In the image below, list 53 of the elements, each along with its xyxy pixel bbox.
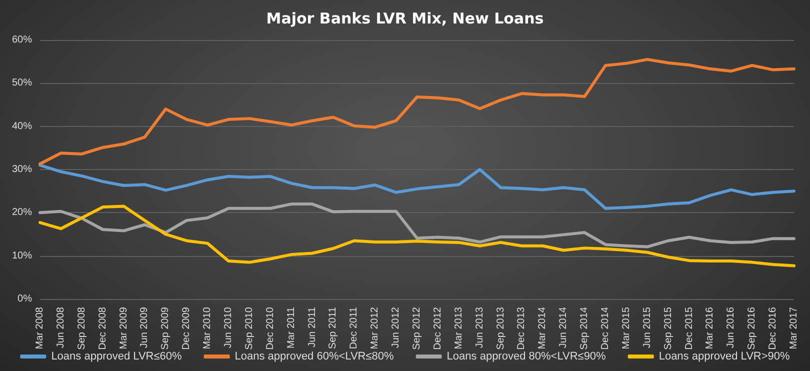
x-tick-label: Mar 2012 — [370, 306, 381, 350]
legend-label: Loans approved LVR≤60% — [51, 350, 182, 362]
legend-label: Loans approved 80%<LVR≤90% — [446, 350, 606, 362]
line-series — [38, 202, 796, 248]
y-tick-label: 20% — [12, 207, 32, 218]
x-tick-label: Sep 2010 — [244, 306, 255, 350]
x-tick-label: Jun 2015 — [642, 306, 653, 348]
x-tick-label: Mar 2008 — [34, 306, 46, 350]
x-tick-label: Jun 2014 — [558, 306, 570, 348]
y-tick-label: 60% — [12, 34, 32, 46]
x-tick-label: Jun 2016 — [726, 306, 737, 348]
x-tick-label: Mar 2010 — [202, 306, 214, 350]
x-tick-label: Jun 2008 — [55, 306, 66, 348]
y-tick-label: 10% — [12, 250, 32, 262]
line-series — [38, 58, 796, 166]
x-tick-label: Mar 2013 — [453, 306, 464, 350]
x-tick-label: Dec 2012 — [432, 306, 444, 350]
chart-title: Major Banks LVR Mix, New Loans — [266, 10, 544, 28]
x-tick-label: Dec 2014 — [600, 306, 611, 350]
x-tick-label: Sep 2008 — [76, 306, 88, 350]
x-tick-label: Jun 2012 — [390, 306, 402, 348]
legend-label: Loans approved LVR>90% — [658, 350, 790, 362]
x-tick-label: Sep 2012 — [412, 306, 422, 350]
y-tick-label: 40% — [12, 120, 32, 132]
x-tick-label: Mar 2011 — [286, 306, 297, 349]
x-tick-label: Sep 2015 — [662, 306, 674, 350]
x-tick-label: Sep 2013 — [495, 306, 506, 350]
x-tick-label: Mar 2016 — [704, 306, 716, 350]
y-tick-label: 30% — [12, 164, 32, 175]
x-tick-label: Jun 2009 — [139, 306, 150, 348]
x-tick-label: Sep 2016 — [746, 306, 758, 350]
x-tick-label: Dec 2011 — [348, 306, 360, 350]
x-tick-label: Jun 2013 — [474, 306, 486, 348]
x-tick-label: Jun 2010 — [223, 306, 234, 348]
x-tick-label: Mar 2014 — [537, 306, 548, 350]
x-tick-label: Dec 2008 — [97, 306, 108, 350]
legend-label: Loans approved 60%<LVR≤80% — [234, 350, 394, 362]
y-tick-label: 50% — [12, 78, 32, 89]
x-tick-label: Mar 2017 — [788, 306, 800, 350]
x-tick-label: Sep 2011 — [328, 306, 339, 350]
x-tick-label: Mar 2009 — [118, 306, 130, 350]
line-series — [38, 164, 796, 210]
y-tick-label: 0% — [18, 294, 32, 304]
x-tick-label: Dec 2010 — [264, 306, 276, 350]
x-tick-label: Mar 2015 — [620, 306, 632, 350]
x-tick-label: Dec 2013 — [516, 306, 528, 350]
x-tick-label: Sep 2009 — [160, 306, 172, 350]
x-tick-label: Dec 2015 — [684, 306, 695, 350]
x-tick-label: Dec 2016 — [768, 306, 779, 350]
x-tick-label: Jun 2011 — [306, 306, 318, 348]
line-series — [38, 204, 796, 268]
x-tick-label: Dec 2009 — [181, 306, 192, 350]
x-tick-label: Sep 2014 — [579, 306, 590, 350]
